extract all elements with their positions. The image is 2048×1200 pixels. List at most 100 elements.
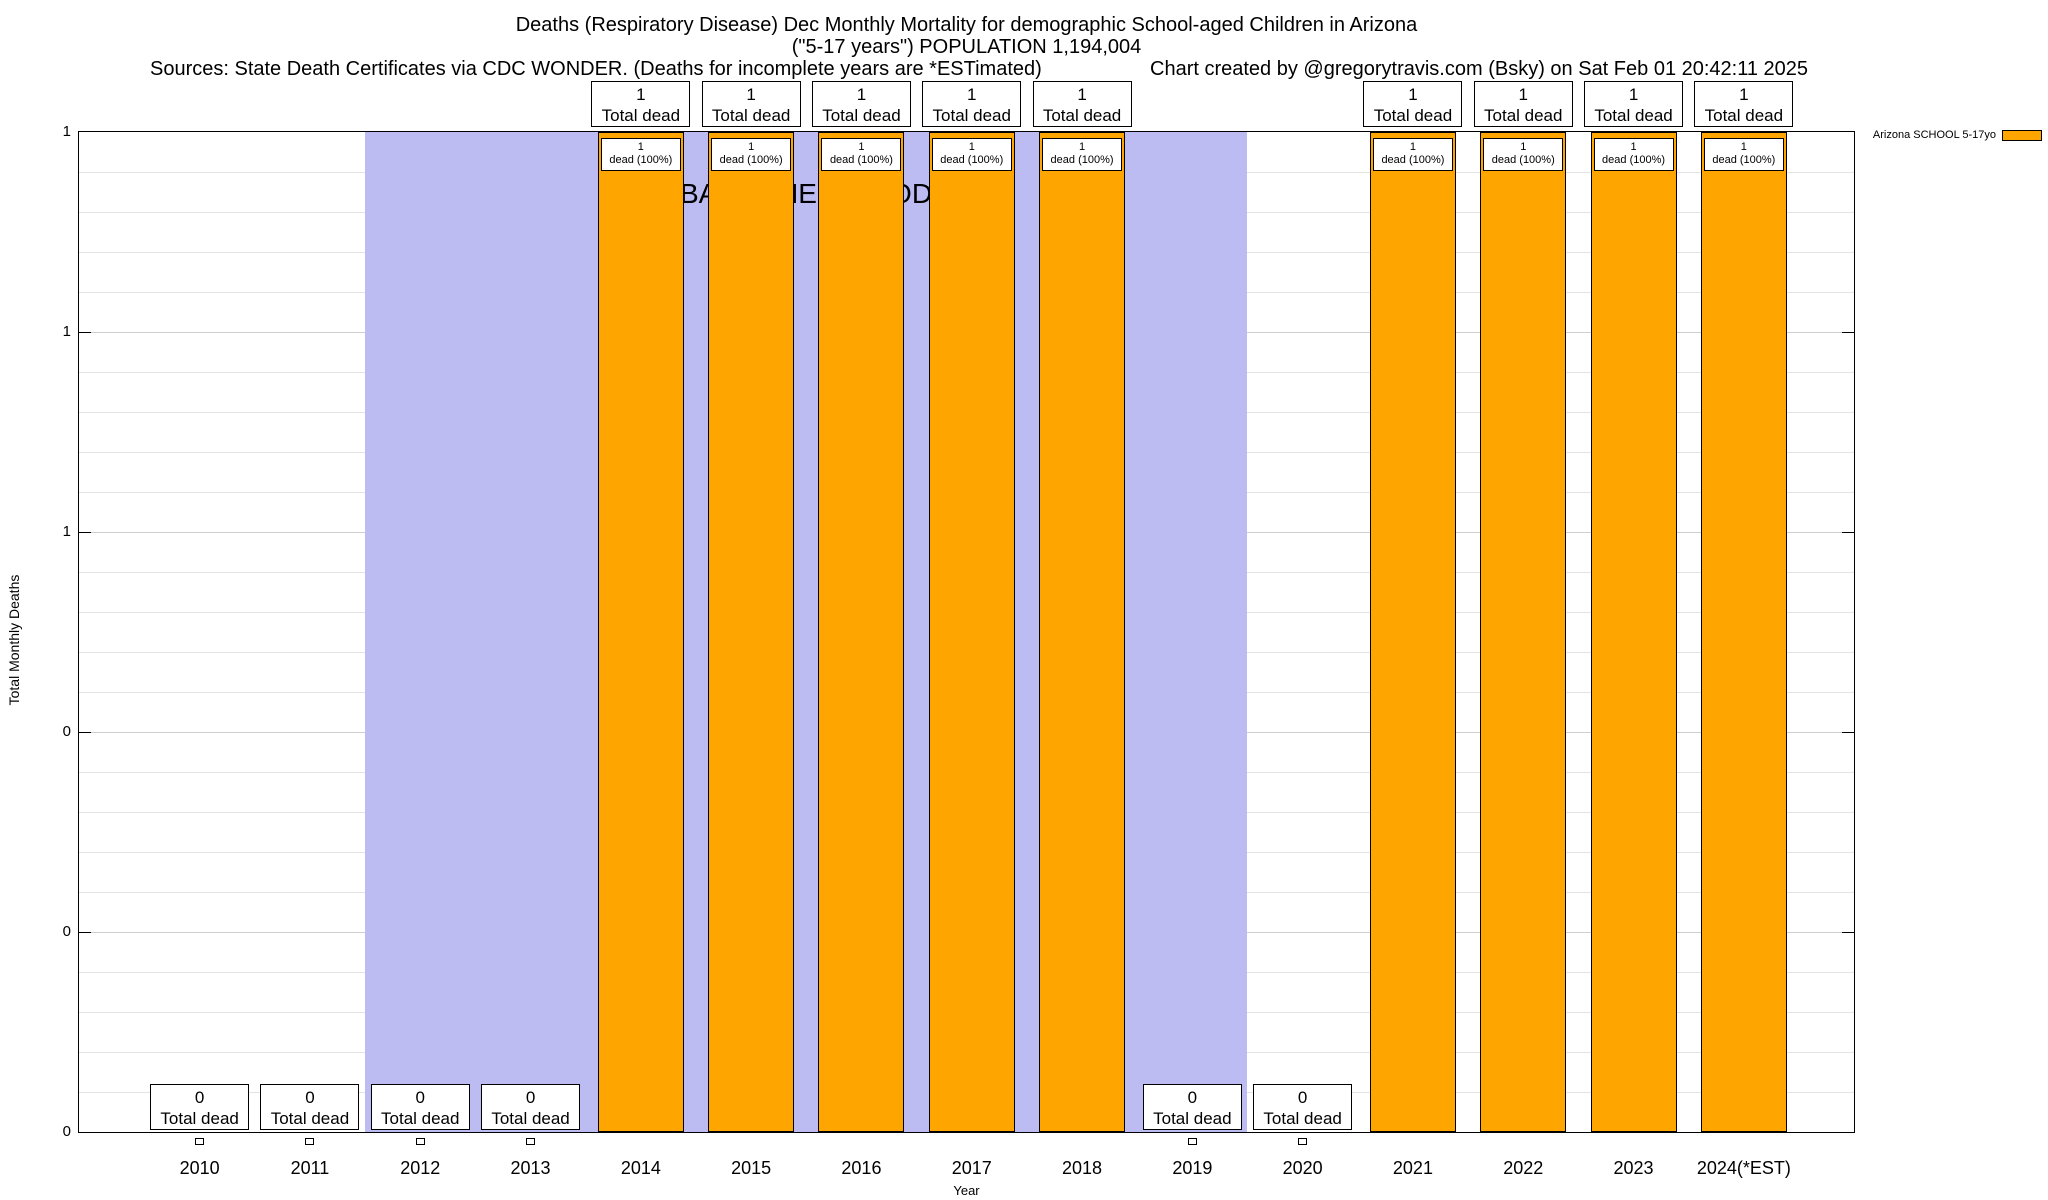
x-tick-label-2017: 2017 xyxy=(951,1158,992,1178)
x-tick-label-2013: 2013 xyxy=(510,1158,551,1178)
zero-label-2013-text: Total dead xyxy=(491,1109,570,1128)
legend: Arizona SCHOOL 5-17yo xyxy=(1873,129,2042,141)
bar-2016 xyxy=(818,132,905,1132)
bar-2018 xyxy=(1039,132,1126,1132)
bar-inner-label-2021-text: dead (100%) xyxy=(1381,154,1445,166)
bar-inner-label-2016: 1 dead (100%) xyxy=(821,138,902,171)
bar-top-label-2024(*EST): 1 Total dead xyxy=(1694,81,1794,127)
x-tick-label-2024(*EST): 2024(*EST) xyxy=(1696,1158,1791,1178)
y-tick-label: 1 xyxy=(62,123,71,140)
bar-inner-label-2023-text: dead (100%) xyxy=(1602,154,1666,166)
x-tick-label-2010: 2010 xyxy=(179,1158,220,1178)
chart-title-line2: ("5-17 years") POPULATION 1,194,004 xyxy=(791,36,1142,58)
bar-top-label-2015-text: Total dead xyxy=(711,106,791,125)
plot-area: BASELINE PERIOD 1 1 1 0 0 0 0 Total dead 2010 0 Tot… xyxy=(63,81,1855,1178)
bar-inner-label-2017: 1 dead (100%) xyxy=(931,138,1012,171)
zero-label-2010-text: Total dead xyxy=(160,1109,239,1128)
zero-bar-marker-2013 xyxy=(526,1138,536,1145)
y-tick-label: 0 xyxy=(62,1123,71,1140)
zero-label-2011-value: 0 xyxy=(305,1088,315,1107)
bar-2022 xyxy=(1480,132,1567,1132)
bar-2014 xyxy=(597,132,684,1132)
bar-inner-label-2015: 1 dead (100%) xyxy=(711,138,792,171)
zero-label-2020: 0 Total dead xyxy=(1253,1084,1353,1130)
y-tick-mark xyxy=(79,731,91,733)
bar-inner-label-2024(*EST): 1 dead (100%) xyxy=(1703,138,1784,171)
bar-2021 xyxy=(1369,132,1456,1132)
bar-top-label-2022-text: Total dead xyxy=(1484,106,1563,125)
y-tick-mark xyxy=(1842,731,1854,733)
bar-inner-label-2022-value: 1 xyxy=(1520,141,1527,153)
bar-2023 xyxy=(1590,132,1677,1132)
zero-label-2012-text: Total dead xyxy=(381,1109,460,1128)
zero-label-2011-text: Total dead xyxy=(270,1109,350,1128)
x-tick-label-2018: 2018 xyxy=(1062,1158,1103,1178)
x-tick-label-2011: 2011 xyxy=(290,1158,330,1178)
x-tick-label-2019: 2019 xyxy=(1172,1158,1213,1178)
bar-inner-label-2022-text: dead (100%) xyxy=(1491,154,1555,166)
x-tick-label-2012: 2012 xyxy=(400,1158,441,1178)
x-axis-label: Year xyxy=(953,1183,980,1198)
bar-top-label-2017-value: 1 xyxy=(967,85,977,104)
bar-inner-label-2016-value: 1 xyxy=(858,141,865,153)
bar-top-label-2017: 1 Total dead xyxy=(922,81,1022,127)
bar-top-label-2018-value: 1 xyxy=(1077,85,1087,104)
bar-inner-label-2024(*EST)-value: 1 xyxy=(1740,141,1747,153)
credit-note: Chart created by @gregorytravis.com (Bsk… xyxy=(1150,58,1809,80)
zero-label-2012-value: 0 xyxy=(415,1088,425,1107)
bar-top-label-2016-text: Total dead xyxy=(822,106,901,125)
bar-top-label-2015-value: 1 xyxy=(746,85,756,104)
bar-inner-label-2017-value: 1 xyxy=(968,141,975,153)
bar-top-label-2014: 1 Total dead xyxy=(591,81,691,127)
bar-top-label-2018: 1 Total dead xyxy=(1032,81,1132,127)
zero-label-2020-value: 0 xyxy=(1297,1088,1308,1107)
bar-top-label-2021: 1 Total dead xyxy=(1363,81,1463,127)
y-tick-mark xyxy=(79,531,91,533)
bar-inner-label-2016-text: dead (100%) xyxy=(829,154,893,166)
bar-top-label-2023-value: 1 xyxy=(1628,85,1639,104)
bar-top-label-2022-value: 1 xyxy=(1518,85,1528,104)
bar-inner-label-2018-text: dead (100%) xyxy=(1050,154,1114,166)
bar-inner-label-2014-value: 1 xyxy=(637,141,644,153)
legend-swatch xyxy=(2002,129,2042,141)
zero-bar-marker-2020 xyxy=(1298,1138,1308,1145)
bar-top-label-2014-value: 1 xyxy=(636,85,646,104)
bar-top-label-2018-text: Total dead xyxy=(1042,106,1122,125)
bar-inner-label-2015-text: dead (100%) xyxy=(719,154,783,166)
bar-top-label-2021-text: Total dead xyxy=(1373,106,1453,125)
y-tick-label: 0 xyxy=(62,923,71,940)
x-tick-label-2023: 2023 xyxy=(1613,1158,1654,1178)
bar-top-label-2023-text: Total dead xyxy=(1594,106,1673,125)
bar-inner-label-2014-text: dead (100%) xyxy=(609,154,673,166)
zero-label-2013-value: 0 xyxy=(525,1088,536,1107)
bar-2024(*EST) xyxy=(1700,132,1787,1132)
x-tick-label-2021: 2021 xyxy=(1392,1158,1433,1178)
bar-top-label-2014-text: Total dead xyxy=(601,106,681,125)
bar-inner-label-2022: 1 dead (100%) xyxy=(1483,138,1564,171)
y-tick-label: 1 xyxy=(62,323,71,340)
x-tick-label-2016: 2016 xyxy=(841,1158,882,1178)
bar-2015 xyxy=(708,132,795,1132)
bar-inner-label-2018: 1 dead (100%) xyxy=(1042,138,1123,171)
bar-top-label-2017-text: Total dead xyxy=(932,106,1011,125)
bar-top-label-2022: 1 Total dead xyxy=(1473,81,1573,127)
zero-label-2019-text: Total dead xyxy=(1153,1109,1232,1128)
zero-label-2020-text: Total dead xyxy=(1263,1109,1342,1128)
bar-top-label-2023: 1 Total dead xyxy=(1584,81,1684,127)
bar-2017 xyxy=(928,132,1015,1132)
bar-top-label-2016-value: 1 xyxy=(856,85,867,104)
y-tick-mark xyxy=(79,331,91,333)
x-tick-label-2014: 2014 xyxy=(620,1158,661,1178)
y-tick-mark xyxy=(79,931,91,933)
x-tick-label-2022: 2022 xyxy=(1503,1158,1544,1178)
bar-top-label-2021-value: 1 xyxy=(1408,85,1418,104)
zero-label-2019: 0 Total dead xyxy=(1142,1084,1242,1130)
x-tick-label-2015: 2015 xyxy=(731,1158,772,1178)
y-tick-label: 0 xyxy=(62,723,71,740)
bar-inner-label-2021-value: 1 xyxy=(1409,141,1416,153)
zero-label-2012: 0 Total dead xyxy=(370,1084,470,1130)
zero-label-2010: 0 Total dead xyxy=(150,1084,250,1130)
zero-label-2011: 0 Total dead xyxy=(260,1084,360,1130)
bar-inner-label-2015-value: 1 xyxy=(748,141,755,153)
y-tick-mark xyxy=(1842,531,1854,533)
